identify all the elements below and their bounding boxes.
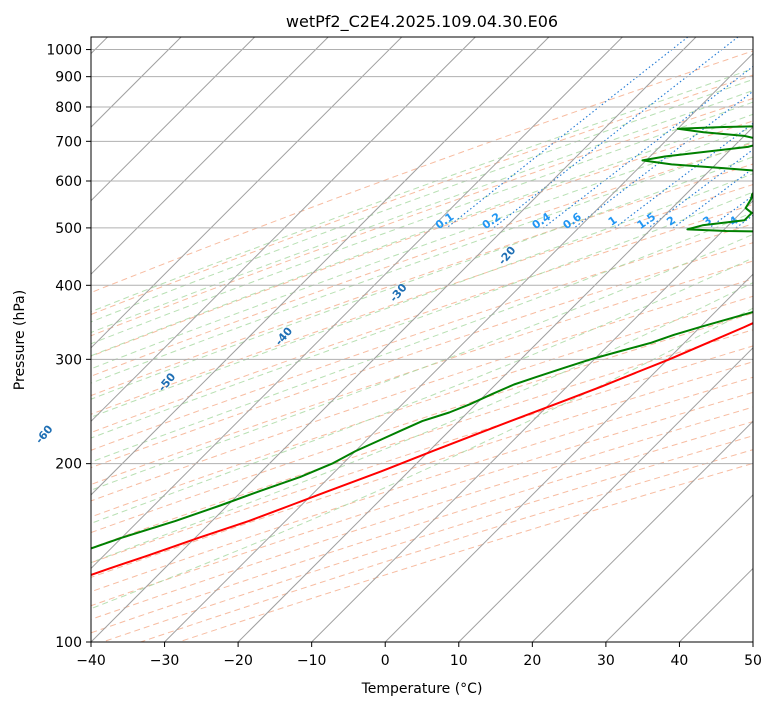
y-tick-label: 700 (55, 134, 82, 150)
dry-adiabat (91, 184, 753, 415)
isotherm (91, 37, 476, 423)
isotherm (91, 37, 550, 496)
moist-adiabat (91, 90, 753, 334)
isotherm (605, 494, 753, 642)
y-tick-label: 900 (55, 70, 82, 86)
dry-adiabat (91, 329, 753, 549)
isotherm (752, 641, 753, 642)
isotherm (384, 273, 753, 642)
isotherm (91, 37, 329, 275)
moist-adiabat (91, 233, 753, 491)
temperature-profile (91, 322, 753, 577)
y-tick-label: 100 (55, 635, 82, 651)
plot-frame (90, 36, 754, 643)
moist-adiabat (91, 173, 753, 418)
y-tick-label: 1000 (46, 43, 82, 59)
x-tick-label: −20 (223, 653, 253, 669)
x-axis: −40 −30 −20 −10 0 10 20 30 40 50 (76, 642, 762, 669)
x-tick-label: 50 (744, 653, 762, 669)
dry-adiabat (91, 163, 753, 397)
moist-adiabat (91, 126, 753, 370)
moist-adiabat (91, 282, 753, 564)
gridlines (91, 37, 753, 642)
x-tick-label: 20 (523, 653, 541, 669)
dry-adiabat (91, 142, 753, 377)
isotherm (311, 199, 753, 642)
plot-area: 0.10.20.40.611.5234-100-90-80-70-60-50-4… (33, 36, 754, 643)
x-axis-label: Temperature (°C) (361, 681, 483, 697)
x-tick-label: −30 (150, 653, 180, 669)
moist-adiabat (91, 211, 753, 463)
mixing-ratio-line (672, 167, 753, 229)
dry-adiabat (91, 223, 753, 451)
y-tick-label: 200 (55, 457, 82, 473)
dry-adiabat (91, 74, 753, 316)
x-tick-label: 0 (381, 653, 390, 669)
moist-adiabat (91, 156, 753, 400)
moist-adiabat (91, 78, 753, 323)
isotherm (91, 37, 256, 202)
dry-adiabat (91, 376, 753, 593)
x-tick-label: −10 (297, 653, 327, 669)
dewpoint-scale-label: -60 (33, 422, 56, 446)
mixing-ratio-line (543, 65, 753, 229)
dry-adiabat (91, 50, 753, 294)
isotherm (237, 126, 753, 642)
dewpoint-profile (91, 125, 753, 550)
x-tick-label: 40 (671, 653, 689, 669)
dry-adiabat (91, 278, 753, 502)
plot-background (91, 37, 753, 642)
series-lines (91, 125, 753, 577)
x-tick-label: −40 (76, 653, 106, 669)
moist-adiabat (91, 113, 753, 357)
moist-adiabat (91, 68, 753, 313)
y-tick-label: 600 (55, 174, 82, 190)
moist-adiabat (91, 257, 753, 524)
y-tick-label: 800 (55, 100, 82, 116)
isotherm (91, 37, 623, 570)
dry-adiabat (91, 242, 753, 469)
isotherm (531, 420, 753, 642)
isotherm (91, 37, 403, 349)
y-axis: 1000 900 800 700 600 500 400 300 200 100 (46, 43, 91, 651)
dry-adiabat (91, 97, 753, 337)
y-tick-label: 500 (55, 221, 82, 237)
y-axis-label: Pressure (hPa) (12, 290, 28, 390)
x-tick-label: 10 (450, 653, 468, 669)
isotherm (164, 52, 753, 642)
y-tick-label: 400 (55, 278, 82, 294)
isotherm (458, 347, 753, 642)
chart-title: wetPf2_C2E4.2025.109.04.30.E06 (286, 12, 558, 32)
dry-adiabat (91, 361, 753, 578)
y-tick-label: 300 (55, 352, 82, 368)
mixing-ratio-line (573, 90, 753, 229)
x-tick-label: 30 (597, 653, 615, 669)
